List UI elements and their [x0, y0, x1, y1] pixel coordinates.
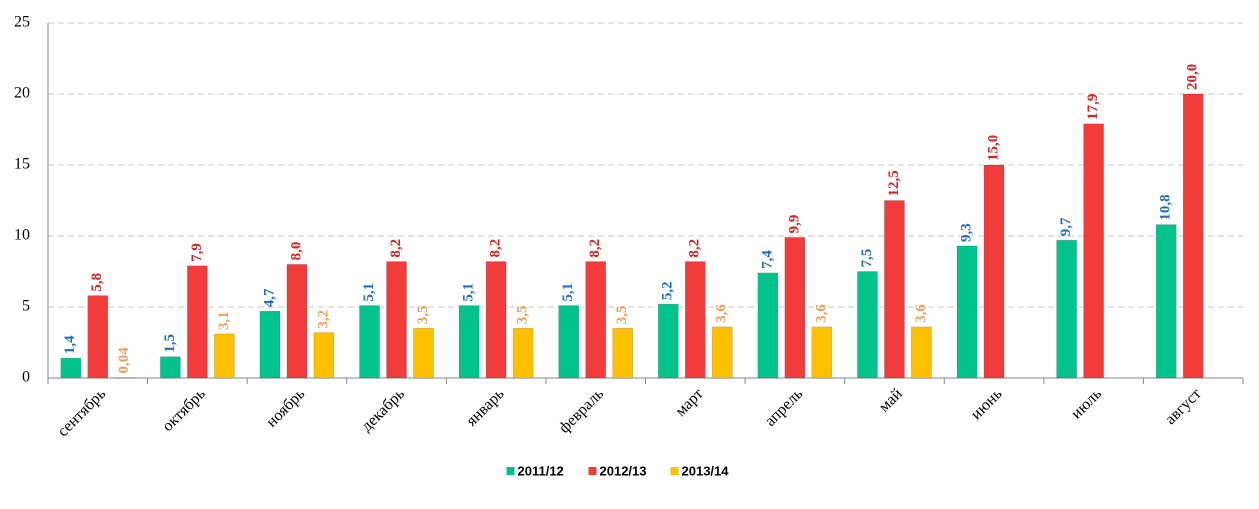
x-tick-label: апрель: [762, 385, 806, 429]
bar: [87, 295, 109, 379]
bar: [857, 271, 878, 379]
value-label: 7,4: [759, 250, 775, 269]
y-tick-label: 20: [14, 85, 30, 102]
x-tick-label: август: [1162, 385, 1205, 428]
value-label: 3,2: [315, 310, 331, 329]
x-tick-label: декабрь: [358, 385, 408, 435]
bar: [386, 261, 407, 379]
bar: [585, 261, 606, 379]
value-label: 10,8: [1158, 194, 1174, 220]
x-tick-label: сентябрь: [54, 385, 109, 440]
bar: [685, 261, 706, 379]
value-label: 9,3: [958, 223, 974, 242]
value-label: 3,6: [913, 304, 929, 323]
legend-label: 2011/12: [518, 463, 564, 478]
bar: [911, 326, 932, 379]
value-label: 3,6: [714, 304, 730, 323]
x-tick-label: ноябрь: [263, 385, 308, 430]
bar: [712, 326, 733, 379]
value-label: 1,5: [162, 334, 178, 353]
value-label: 8,2: [687, 239, 703, 258]
value-label: 9,7: [1058, 217, 1074, 236]
bar: [60, 357, 82, 379]
value-label: 3,5: [614, 306, 630, 325]
legend-swatch: [506, 467, 515, 475]
bar: [512, 328, 534, 379]
bar: [214, 333, 235, 379]
value-label: 5,1: [461, 283, 477, 302]
bar: [359, 305, 380, 379]
value-label: 7,5: [859, 249, 875, 268]
bar: [658, 303, 679, 379]
value-label: 8,2: [388, 239, 404, 258]
bar: [1083, 123, 1104, 379]
value-label: 5,1: [361, 283, 377, 302]
value-label: 5,1: [560, 283, 576, 302]
legend-label: 2012/13: [600, 463, 647, 478]
bar: [160, 356, 181, 379]
value-label: 12,5: [886, 170, 902, 196]
x-tick-label: февраль: [556, 385, 607, 436]
value-label: 3,6: [813, 304, 829, 323]
bar: [784, 237, 806, 379]
legend-swatch: [588, 467, 597, 475]
y-tick-label: 10: [14, 227, 30, 244]
x-tick-label: январь: [463, 385, 507, 429]
y-tick-label: 25: [14, 14, 30, 31]
bar: [612, 328, 633, 379]
x-tick-label: май: [876, 385, 906, 415]
bar: [114, 377, 136, 379]
bar: [757, 272, 779, 379]
y-tick-label: 15: [14, 156, 30, 173]
value-label: 8,2: [488, 239, 504, 258]
bar: [485, 261, 507, 379]
value-label: 4,7: [261, 288, 277, 307]
value-label: 5,8: [89, 273, 105, 292]
value-label: 5,2: [660, 281, 676, 300]
bar: [884, 200, 905, 379]
value-label: 7,9: [189, 243, 205, 262]
bar: [286, 264, 308, 379]
value-label: 8,0: [288, 242, 304, 261]
value-label: 3,1: [216, 311, 232, 330]
y-tick-label: 5: [22, 298, 30, 315]
value-label: 15,0: [985, 135, 1001, 161]
value-label: 9,9: [786, 215, 802, 234]
value-label: 1,4: [62, 335, 78, 354]
legend-swatch: [670, 467, 679, 475]
x-tick-label: июль: [1068, 385, 1105, 422]
bar: [313, 332, 335, 379]
value-label: 8,2: [587, 239, 603, 258]
value-label: 17,9: [1085, 94, 1101, 120]
bar: [956, 245, 978, 379]
bar: [1182, 93, 1204, 379]
bar: [1056, 240, 1077, 379]
bar: [458, 305, 480, 379]
x-tick-label: март: [672, 385, 707, 420]
value-label: 3,5: [515, 306, 531, 325]
bar: [1155, 224, 1177, 379]
x-tick-label: июнь: [968, 385, 1006, 423]
bar: [558, 305, 579, 379]
value-label: 0,04: [116, 347, 132, 374]
y-tick-label: 0: [22, 369, 30, 386]
bar: [983, 164, 1005, 379]
value-label: 3,5: [415, 306, 431, 325]
value-label: 20,0: [1185, 64, 1201, 90]
legend-label: 2013/14: [682, 463, 730, 478]
x-tick-label: октябрь: [159, 385, 209, 435]
bar: [187, 265, 208, 379]
bar: [259, 311, 281, 379]
bar: [811, 326, 833, 379]
bar: [413, 328, 434, 379]
